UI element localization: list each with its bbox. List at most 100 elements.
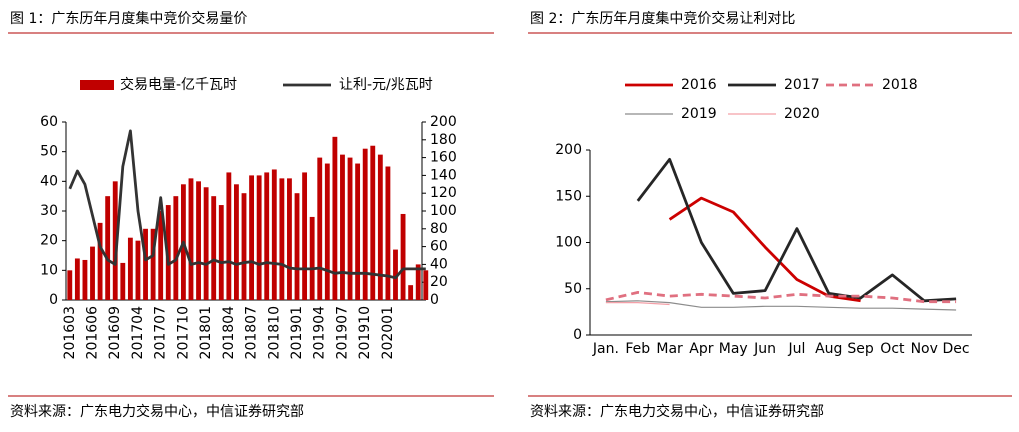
bar [74, 258, 80, 300]
bar [127, 237, 133, 300]
legend-label: 2017 [784, 77, 820, 93]
bar [226, 172, 232, 300]
series-line [636, 157, 957, 303]
bar [309, 216, 315, 300]
series-line [605, 291, 957, 304]
x-tick-label: 201907 [334, 306, 350, 359]
y-tick-label: 60 [40, 114, 58, 130]
series-line [668, 196, 861, 303]
bar [135, 240, 141, 300]
bar [287, 178, 292, 300]
x-tick-label: 201901 [289, 306, 305, 359]
y-tick-label: 0 [49, 292, 58, 308]
bar [317, 157, 323, 300]
bar [112, 181, 118, 300]
bar [377, 154, 383, 300]
bar [234, 184, 239, 300]
y-tick-label: 50 [564, 281, 582, 297]
x-tick-label: 201609 [107, 306, 123, 359]
y2-tick-label: 20 [430, 274, 448, 290]
bar [370, 145, 376, 300]
bar [324, 163, 330, 300]
bar [302, 172, 308, 300]
series-line [68, 129, 426, 280]
y2-tick-label: 200 [430, 114, 457, 130]
x-tick-label: 201804 [221, 306, 237, 360]
chart-title: 图 2：广东历年月度集中竞价交易让利对比 [530, 10, 795, 27]
series-line [605, 302, 670, 306]
bar [271, 169, 277, 300]
bar [218, 205, 224, 300]
y2-tick-label: 160 [430, 150, 457, 166]
chart-source: 资料来源：广东电力交易中心，中信证券研究部 [10, 403, 304, 420]
series-line [605, 300, 957, 311]
bar [105, 196, 111, 300]
bar [97, 222, 103, 300]
bar [294, 193, 300, 300]
x-tick-label: 201606 [85, 306, 101, 360]
chart-source: 资料来源：广东电力交易中心，中信证券研究部 [530, 403, 824, 420]
y-tick-label: 0 [573, 327, 582, 343]
y-tick-label: 100 [555, 235, 582, 251]
x-tick-label: Apr [689, 341, 713, 357]
x-tick-label: Oct [880, 341, 905, 357]
bar [423, 270, 429, 300]
bar [256, 175, 262, 300]
bar [188, 178, 194, 300]
y2-tick-label: 40 [430, 256, 448, 272]
bar [415, 264, 421, 300]
bar [211, 196, 217, 300]
bar [82, 259, 88, 300]
bar [67, 270, 73, 300]
x-tick-label: 201710 [175, 306, 191, 359]
chart-title: 图 1：广东历年月度集中竞价交易量价 [10, 10, 247, 27]
x-tick-label: Nov [911, 341, 938, 357]
y-tick-label: 50 [40, 144, 58, 160]
bar [279, 178, 285, 300]
y-tick-label: 20 [40, 233, 58, 249]
legend-swatch [80, 80, 114, 90]
x-tick-label: Jul [787, 341, 805, 357]
x-tick-label: Aug [815, 341, 842, 357]
y-tick-label: 10 [40, 262, 58, 278]
bar [332, 136, 338, 300]
bar [249, 175, 254, 300]
legend-label: 2020 [784, 106, 820, 122]
y2-tick-label: 140 [430, 167, 457, 183]
x-tick-label: 202001 [380, 306, 396, 359]
bar [241, 193, 247, 300]
legend-label: 让利-元/兆瓦时 [339, 77, 433, 93]
bar [120, 262, 126, 300]
bar [150, 228, 156, 300]
x-tick-label: Jun [753, 341, 776, 357]
legend-label: 2018 [882, 77, 918, 93]
bar [408, 285, 414, 300]
x-tick-label: Feb [625, 341, 650, 357]
bar [264, 172, 270, 300]
bar [385, 166, 391, 300]
legend-label: 2016 [681, 77, 717, 93]
x-tick-label: 201810 [266, 306, 282, 359]
y-tick-label: 30 [40, 203, 58, 219]
bar [196, 181, 201, 300]
y2-tick-label: 180 [430, 132, 457, 148]
y-tick-label: 200 [555, 142, 582, 158]
y2-tick-label: 120 [430, 185, 457, 201]
legend-label: 交易电量-亿千瓦时 [120, 76, 237, 93]
bar [340, 154, 345, 300]
y-tick-label: 150 [555, 188, 582, 204]
y2-tick-label: 100 [430, 203, 457, 219]
y2-tick-label: 80 [430, 221, 448, 237]
x-tick-label: Dec [943, 341, 970, 357]
x-tick-label: 201801 [198, 306, 214, 359]
legend-label: 2019 [681, 106, 717, 122]
x-tick-label: Sep [847, 341, 874, 357]
bar [362, 148, 368, 300]
bar [143, 228, 148, 300]
y2-tick-label: 0 [430, 292, 439, 308]
x-tick-label: 201807 [244, 306, 260, 359]
bar [173, 196, 179, 300]
y-tick-label: 40 [40, 173, 58, 189]
bar [393, 249, 398, 300]
